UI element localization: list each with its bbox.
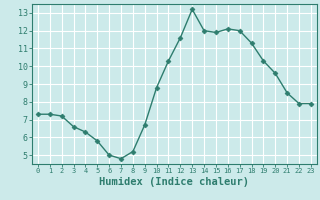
X-axis label: Humidex (Indice chaleur): Humidex (Indice chaleur) (100, 177, 249, 187)
